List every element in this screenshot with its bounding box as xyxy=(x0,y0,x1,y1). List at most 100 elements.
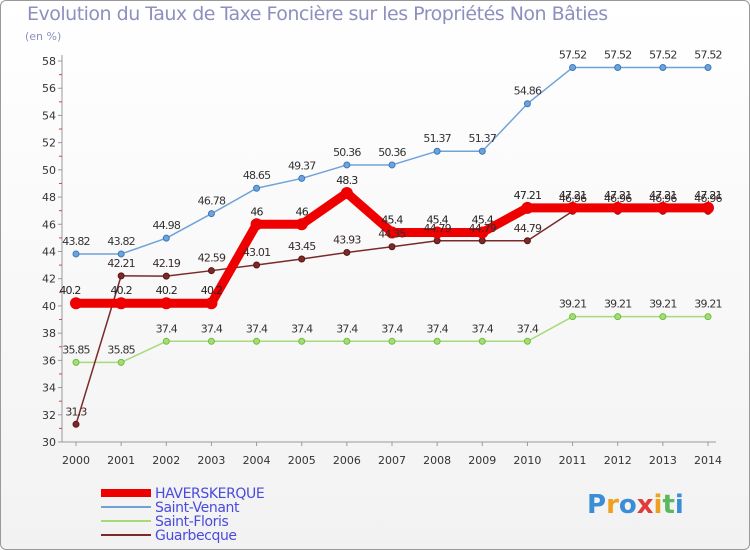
x-tick-label: 2011 xyxy=(559,454,587,467)
data-point-guarbecque xyxy=(523,237,531,245)
data-label-haverskerque: 45.4 xyxy=(472,213,494,226)
data-point-haverskerque xyxy=(115,297,128,310)
data-label-saint-venant: 57.52 xyxy=(559,49,587,62)
data-label-haverskerque: 40.2 xyxy=(156,284,177,297)
data-label-guarbecque: 43.01 xyxy=(243,246,271,259)
data-point-haverskerque xyxy=(205,297,218,310)
data-label-saint-venant: 44.98 xyxy=(153,219,181,232)
logo-letter: r xyxy=(606,490,619,520)
data-point-saint-floris xyxy=(569,313,577,321)
data-point-saint-floris xyxy=(614,313,622,321)
x-tick-label: 2009 xyxy=(468,454,496,467)
data-point-guarbecque xyxy=(253,261,261,269)
data-label-guarbecque: 43.45 xyxy=(288,240,316,253)
data-label-saint-venant: 54.86 xyxy=(514,85,542,98)
chart-axes: 30 32 34 36 38 40 42 44 46 48 50 52 54 56 58 2000 2001 20… xyxy=(42,55,722,467)
data-label-guarbecque: 42.19 xyxy=(153,257,181,270)
y-tick-label: 34 xyxy=(42,382,56,395)
y-tick-label: 40 xyxy=(42,300,56,313)
y-tick-label: 42 xyxy=(42,273,56,286)
x-tick-label: 2010 xyxy=(513,454,541,467)
data-label-guarbecque: 46.96 xyxy=(694,192,722,205)
y-tick-label: 44 xyxy=(42,246,56,259)
data-point-saint-venant xyxy=(117,250,125,258)
data-label-guarbecque: 44.79 xyxy=(469,222,497,235)
data-label-saint-venant: 57.52 xyxy=(604,49,632,62)
logo-letter: o xyxy=(618,490,637,520)
data-point-saint-floris xyxy=(388,337,396,345)
data-label-guarbecque: 44.35 xyxy=(378,228,406,241)
data-label-haverskerque: 46 xyxy=(250,205,263,218)
data-label-haverskerque: 40.2 xyxy=(201,284,222,297)
data-label-saint-venant: 43.82 xyxy=(107,235,135,248)
data-label-haverskerque: 47.21 xyxy=(559,189,587,202)
data-point-saint-floris xyxy=(253,337,261,345)
data-point-saint-venant xyxy=(433,147,441,155)
data-label-saint-floris: 37.4 xyxy=(246,322,268,335)
data-label-saint-floris: 37.4 xyxy=(517,322,539,335)
proxiti-logo: Proxiti xyxy=(587,490,684,520)
x-tick-label: 2008 xyxy=(423,454,451,467)
data-point-saint-floris xyxy=(343,337,351,345)
data-label-saint-floris: 37.4 xyxy=(156,322,178,335)
legend-label-haverskerque: HAVERSKERQUE xyxy=(155,486,264,502)
data-label-saint-floris: 39.21 xyxy=(604,298,632,311)
data-label-haverskerque: 45.4 xyxy=(381,213,403,226)
logo-letter: t xyxy=(662,490,675,520)
data-point-guarbecque xyxy=(298,255,306,263)
data-label-haverskerque: 47.21 xyxy=(604,189,632,202)
y-tick-label: 58 xyxy=(42,55,56,68)
chart-legend: HAVERSKERQUESaint-VenantSaint-FlorisGuar… xyxy=(101,486,265,544)
data-label-saint-floris: 37.4 xyxy=(336,322,358,335)
data-point-haverskerque xyxy=(340,186,353,199)
data-point-saint-floris xyxy=(523,337,531,345)
data-point-saint-venant xyxy=(207,210,215,218)
data-label-saint-floris: 37.4 xyxy=(201,322,223,335)
data-point-saint-venant xyxy=(614,64,622,72)
data-label-saint-venant: 57.52 xyxy=(649,49,677,62)
data-point-saint-floris xyxy=(72,358,80,366)
data-label-guarbecque: 44.79 xyxy=(514,222,542,235)
data-label-haverskerque: 40.2 xyxy=(110,284,131,297)
x-tick-label: 2003 xyxy=(197,454,225,467)
chart-title: Evolution du Taux de Taxe Foncière sur l… xyxy=(27,3,608,25)
data-point-saint-venant xyxy=(162,234,170,242)
data-label-guarbecque: 42.21 xyxy=(107,257,135,270)
y-tick-label: 32 xyxy=(42,409,56,422)
data-label-guarbecque: 31.3 xyxy=(65,405,87,418)
chart-series xyxy=(70,64,714,428)
y-tick-label: 46 xyxy=(42,218,56,231)
data-point-saint-venant xyxy=(569,64,577,72)
legend-label-guarbecque: Guarbecque xyxy=(155,528,237,544)
data-label-saint-floris: 37.4 xyxy=(472,322,494,335)
data-point-guarbecque xyxy=(433,237,441,245)
data-label-guarbecque: 46.96 xyxy=(649,192,677,205)
data-label-guarbecque: 46.96 xyxy=(559,192,587,205)
x-tick-label: 2007 xyxy=(378,454,406,467)
data-point-haverskerque xyxy=(70,297,82,310)
y-tick-label: 30 xyxy=(42,436,56,449)
data-label-haverskerque: 47.21 xyxy=(694,189,722,202)
data-label-saint-venant: 51.37 xyxy=(469,132,497,145)
data-point-saint-floris xyxy=(433,337,441,345)
x-tick-label: 2004 xyxy=(243,454,271,467)
data-point-guarbecque xyxy=(343,248,351,256)
data-point-haverskerque xyxy=(702,201,714,214)
x-tick-label: 2001 xyxy=(107,454,135,467)
y-tick-label: 36 xyxy=(42,354,56,367)
logo-letter: i xyxy=(674,490,684,520)
data-point-haverskerque xyxy=(386,226,398,239)
data-label-guarbecque: 42.59 xyxy=(198,252,226,265)
data-point-saint-floris xyxy=(162,337,170,345)
data-point-guarbecque xyxy=(388,243,396,251)
data-point-haverskerque xyxy=(656,201,669,214)
data-point-haverskerque xyxy=(476,226,489,239)
logo-letter: P xyxy=(587,490,607,520)
y-tick-label: 52 xyxy=(42,137,56,150)
legend-label-saint-floris: Saint-Floris xyxy=(155,514,229,530)
data-label-saint-floris: 37.4 xyxy=(291,322,313,335)
data-point-guarbecque xyxy=(117,272,125,280)
data-point-saint-venant xyxy=(388,161,396,169)
data-label-saint-floris: 35.85 xyxy=(107,343,135,356)
